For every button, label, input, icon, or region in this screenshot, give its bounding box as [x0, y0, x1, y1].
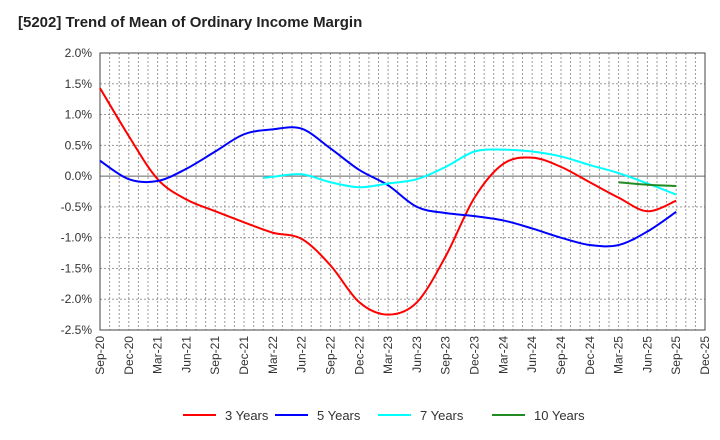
- x-tick-label: Mar-22: [266, 336, 280, 374]
- x-tick-label: Mar-21: [151, 336, 165, 374]
- series-line-5-years: [99, 126, 677, 248]
- x-tick-label: Sep-25: [669, 336, 683, 375]
- x-tick-label: Dec-22: [352, 336, 366, 375]
- x-tick-label: Dec-20: [122, 336, 136, 375]
- x-tick-label: Sep-23: [439, 336, 453, 375]
- x-tick-label: Jun-24: [525, 336, 539, 373]
- x-tick-label: Sep-22: [323, 336, 337, 375]
- series-line-10-years: [618, 181, 677, 187]
- legend-label: 5 Years: [317, 408, 361, 423]
- x-tick-label: Jun-22: [295, 336, 309, 373]
- series-line-7-years: [263, 148, 677, 196]
- x-tick-label: Mar-24: [496, 336, 510, 374]
- y-tick-label: 2.0%: [65, 46, 93, 60]
- x-tick-label: Dec-23: [468, 336, 482, 375]
- x-tick-label: Jun-21: [179, 336, 193, 373]
- y-tick-label: 1.0%: [65, 108, 93, 122]
- x-tick-label: Jun-23: [410, 336, 424, 373]
- x-tick-label: Sep-20: [93, 336, 107, 375]
- y-tick-label: 0.0%: [65, 169, 93, 183]
- plot-border: [99, 52, 706, 331]
- legend-label: 7 Years: [420, 408, 464, 423]
- x-tick-label: Dec-24: [583, 336, 597, 375]
- y-tick-label: -2.0%: [61, 292, 93, 306]
- chart-title: [5202] Trend of Mean of Ordinary Income …: [18, 14, 363, 31]
- x-tick-label: Mar-25: [612, 336, 626, 374]
- y-tick-label: -1.5%: [61, 261, 93, 275]
- x-tick-label: Sep-21: [208, 336, 222, 375]
- x-tick-label: Jun-25: [640, 336, 654, 373]
- y-tick-label: 0.5%: [65, 138, 93, 152]
- series-line-3-years: [99, 87, 677, 316]
- legend-label: 10 Years: [534, 408, 585, 423]
- y-tick-label: -0.5%: [61, 200, 93, 214]
- legend-label: 3 Years: [225, 408, 269, 423]
- x-tick-label: Dec-21: [237, 336, 251, 375]
- x-tick-label: Dec-25: [698, 336, 712, 375]
- y-tick-label: -2.5%: [61, 323, 93, 337]
- x-tick-label: Mar-23: [381, 336, 395, 374]
- y-tick-label: -1.0%: [61, 231, 93, 245]
- y-tick-label: 1.5%: [65, 77, 93, 91]
- x-tick-label: Sep-24: [554, 336, 568, 375]
